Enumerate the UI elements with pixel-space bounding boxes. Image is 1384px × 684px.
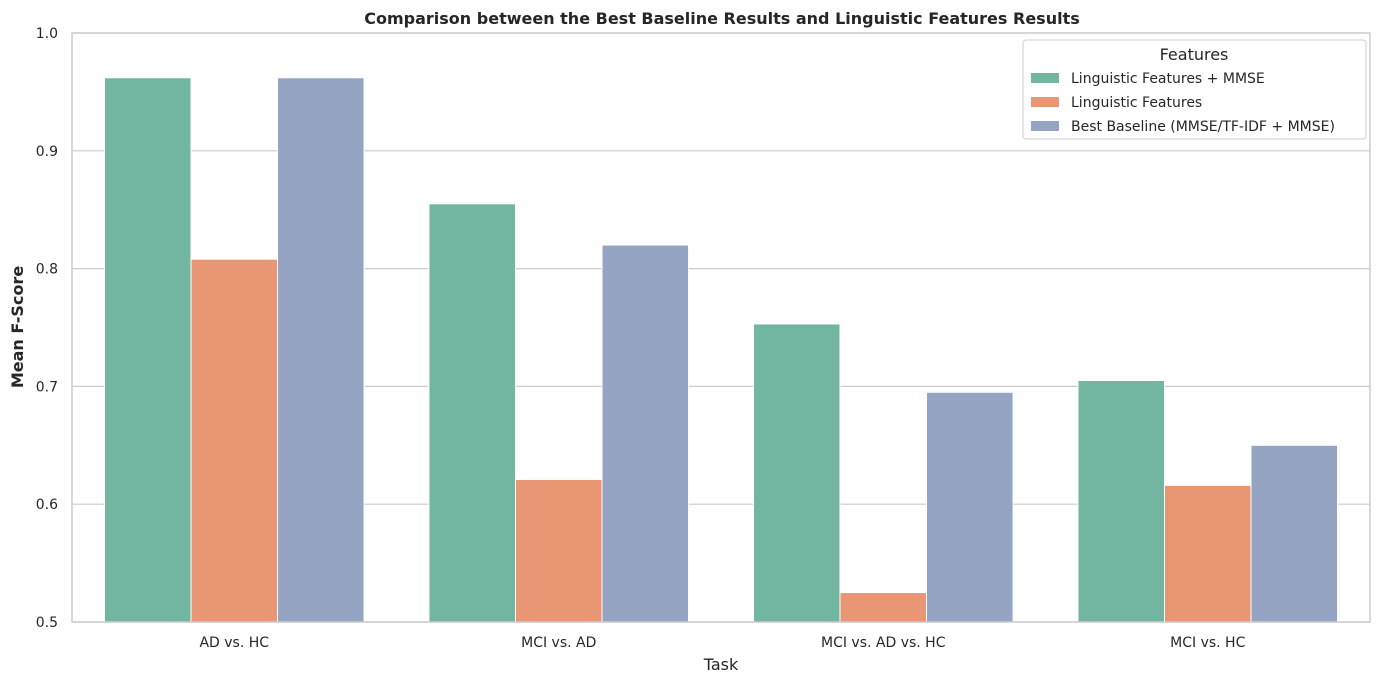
y-tick-labels: 0.5 0.6 0.7 0.8 0.9 1.0 [36,26,58,631]
plot-frame [71,32,1371,623]
bar [752,323,841,623]
y-tick-label: 0.7 [36,379,58,395]
x-tick-label: MCI vs. AD [521,635,596,651]
y-tick-label: 1.0 [36,26,58,42]
x-tick-labels: AD vs. HC MCI vs. AD MCI vs. AD vs. HC MCI … [199,635,1245,651]
bar [1163,484,1252,623]
x-tick-label: MCI vs. AD vs. HC [821,635,946,651]
x-tick-label: AD vs. HC [199,635,269,651]
bar [514,478,603,623]
legend-entry: Best Baseline (MMSE/TF-IDF + MMSE) [1071,119,1335,135]
x-tick-label: MCI vs. HC [1170,635,1245,651]
chart-title: Comparison between the Best Baseline Res… [364,9,1079,28]
y-axis-label: Mean F-Score [8,266,27,389]
legend-box [1022,39,1367,140]
bar [428,203,516,623]
bar [926,391,1014,623]
bar [103,77,192,623]
y-tick-label: 0.9 [36,144,58,160]
legend-swatch [1031,73,1059,83]
bar [839,592,928,623]
legend-title: Features [1160,45,1229,64]
x-axis-label: Task [703,655,739,674]
legend-entry: Linguistic Features + MMSE [1071,71,1265,87]
y-tick-label: 0.8 [36,262,58,278]
legend-swatch [1031,97,1059,107]
bar [1077,380,1165,623]
bar [277,77,365,623]
bar [601,244,690,623]
y-tick-label: 0.6 [36,497,58,513]
legend: Features Linguistic Features + MMSE Lingu… [1022,39,1367,140]
bar [1250,444,1339,623]
bars [103,77,1339,623]
legend-entry: Linguistic Features [1071,95,1202,111]
y-tick-label: 0.5 [36,615,58,631]
bar [190,258,279,623]
legend-swatch [1031,121,1059,131]
